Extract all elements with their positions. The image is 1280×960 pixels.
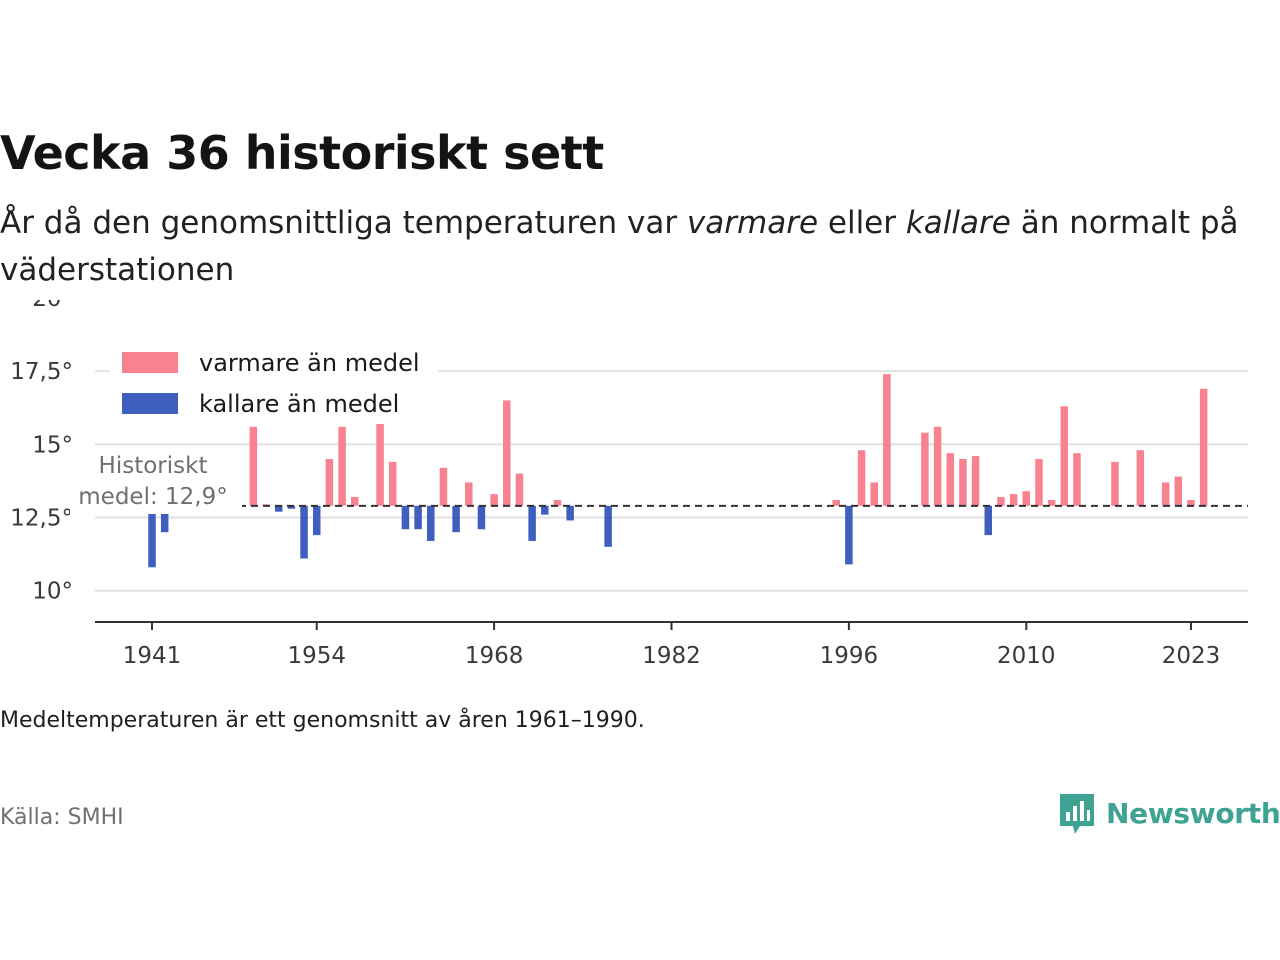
x-tick-label: 2023 xyxy=(1162,643,1221,669)
legend-swatch xyxy=(122,352,178,373)
bar-warm xyxy=(971,456,980,506)
bar-warm xyxy=(490,494,498,506)
baseline-label: medel: 12,9° xyxy=(78,484,227,510)
source-label: Källa: SMHI xyxy=(0,805,124,830)
x-tick-label: 1982 xyxy=(642,643,701,669)
y-axis-labels: 10° 12,5° 15° 17,5° 20° xyxy=(10,300,73,605)
chart-subtitle: År då den genomsnittliga temperaturen va… xyxy=(0,200,1260,294)
bar-warm xyxy=(376,415,384,506)
bar-cold xyxy=(452,505,460,533)
y-tick-label: 17,5° xyxy=(10,359,73,385)
bar-warm xyxy=(921,432,929,506)
bar-cold xyxy=(477,505,486,530)
baseline-annotation: Historiskt medel: 12,9° xyxy=(70,450,242,514)
subtitle-text: eller xyxy=(818,205,906,241)
bar-warm xyxy=(1060,406,1069,506)
bar-cold xyxy=(148,505,156,568)
bar-warm xyxy=(1161,482,1170,506)
bar-cold xyxy=(274,505,283,512)
subtitle-text: än normalt på väderstationen xyxy=(0,205,1239,288)
bar-warm xyxy=(338,426,346,506)
bar-warm xyxy=(933,426,942,506)
bar-warm xyxy=(1035,459,1043,506)
footnote: Medeltemperaturen är ett genomsnitt av å… xyxy=(0,708,645,733)
chart-title: Vecka 36 historiskt sett xyxy=(0,126,604,180)
bar-chart: 10° 12,5° 15° 17,5° 20° 1941 1954 1968 1982 1996… xyxy=(10,300,1248,669)
bar-cold xyxy=(528,505,536,541)
bars xyxy=(148,374,1208,568)
bar-warm xyxy=(857,450,866,506)
bar-warm xyxy=(883,374,891,506)
bar-cold xyxy=(287,505,296,509)
subtitle-cold-word: kallare xyxy=(905,205,1011,241)
bar-warm xyxy=(1136,450,1145,506)
bar-warm xyxy=(515,473,524,506)
legend-swatch xyxy=(122,393,178,414)
bar-warm xyxy=(1199,388,1208,506)
bar-cold xyxy=(541,505,549,515)
bar-warm xyxy=(997,497,1005,506)
subtitle-warm-word: varmare xyxy=(686,205,819,241)
brand-name: Newsworthy xyxy=(1106,796,1280,830)
x-axis: 1941 1954 1968 1982 1996 2010 2023 xyxy=(95,621,1248,669)
bar-cold xyxy=(604,505,612,547)
bar-warm xyxy=(249,426,258,506)
legend-label: varmare än medel xyxy=(199,349,420,377)
x-tick-label: 1954 xyxy=(287,643,346,669)
bar-warm xyxy=(503,400,511,506)
legend: varmare än medel kallare än medel xyxy=(110,338,438,424)
bar-cold xyxy=(566,505,574,521)
legend-label: kallare än medel xyxy=(199,390,399,418)
bar-cold xyxy=(984,505,993,536)
bar-warm xyxy=(959,459,967,506)
bar-warm xyxy=(832,499,840,506)
x-tick-label: 1968 xyxy=(465,643,524,669)
subtitle-text: År då den genomsnittliga temperaturen va… xyxy=(0,205,687,241)
bar-warm xyxy=(350,497,359,506)
bar-cold xyxy=(427,505,435,541)
bar-cold xyxy=(300,505,308,559)
x-tick-label: 1996 xyxy=(820,643,879,669)
bar-warm xyxy=(946,453,954,506)
bar-cold xyxy=(414,505,422,530)
bar-warm xyxy=(465,482,473,506)
bar-warm xyxy=(1111,461,1119,506)
bar-warm xyxy=(1022,491,1031,506)
brand-logo: Newsworthy xyxy=(1058,790,1280,836)
bar-warm xyxy=(1073,453,1081,506)
bar-warm xyxy=(1047,499,1056,506)
newsworthy-logo-icon xyxy=(1060,794,1094,834)
bar-warm xyxy=(439,467,448,506)
y-tick-label: 12,5° xyxy=(10,506,73,532)
x-tick-label: 1941 xyxy=(123,643,182,669)
x-tick-label: 2010 xyxy=(997,643,1056,669)
bar-warm xyxy=(1174,476,1183,506)
bar-warm xyxy=(389,461,397,506)
bar-warm xyxy=(553,499,562,506)
bar-warm xyxy=(325,459,334,506)
y-tick-label: 20° xyxy=(32,300,73,312)
annotation-background xyxy=(70,450,242,514)
bar-warm xyxy=(870,482,878,506)
bar-cold xyxy=(845,505,853,565)
y-tick-label: 10° xyxy=(32,579,73,605)
baseline-label: Historiskt xyxy=(99,453,208,479)
bar-warm xyxy=(1187,499,1195,506)
bar-cold xyxy=(401,505,410,530)
bar-cold xyxy=(312,505,321,536)
y-tick-label: 15° xyxy=(32,432,73,458)
bar-warm xyxy=(1009,494,1018,506)
bar-cold xyxy=(160,505,169,533)
